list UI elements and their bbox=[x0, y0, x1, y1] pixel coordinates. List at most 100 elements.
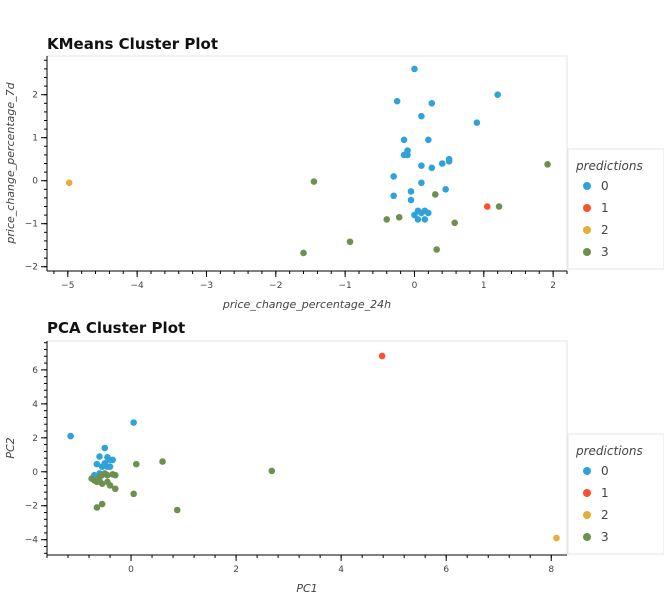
x-tick-label: 6 bbox=[443, 565, 449, 575]
cluster-0-point bbox=[425, 209, 432, 217]
cluster-0-point bbox=[411, 65, 418, 73]
cluster-0-point bbox=[390, 192, 397, 200]
pca-plot-frame bbox=[46, 340, 568, 556]
legend-label-3: 3 bbox=[601, 245, 609, 259]
cluster-3-point bbox=[300, 249, 307, 257]
y-tick-label: −2 bbox=[25, 502, 38, 512]
y-tick-label: −1 bbox=[25, 220, 38, 230]
cluster-0-point bbox=[109, 456, 116, 464]
cluster-0-point bbox=[407, 188, 415, 195]
cluster-3-point bbox=[173, 506, 181, 514]
cluster-2-point bbox=[65, 179, 73, 187]
cluster-3-point bbox=[268, 467, 276, 475]
pca-points bbox=[67, 352, 560, 542]
cluster-0-point bbox=[494, 91, 501, 98]
y-tick-label: −2 bbox=[25, 263, 38, 273]
cluster-0-point bbox=[407, 196, 415, 204]
y-tick-label: 2 bbox=[32, 434, 38, 444]
legend-marker-0 bbox=[583, 467, 591, 475]
cluster-3-point bbox=[159, 458, 166, 465]
cluster-0-point bbox=[101, 444, 109, 452]
cluster-0-point bbox=[428, 100, 436, 107]
legend-label-1: 1 bbox=[601, 201, 609, 215]
pca-legend-items: 0 1 2 3 bbox=[583, 464, 609, 544]
legend-marker-3 bbox=[583, 248, 591, 256]
legend-label-1: 1 bbox=[601, 486, 609, 500]
pca-x-axis-label: PC1 bbox=[296, 582, 317, 595]
x-tick-label: 1 bbox=[481, 281, 487, 291]
cluster-3-point bbox=[132, 460, 140, 468]
pca-y-axis-label: PC2 bbox=[4, 437, 17, 458]
y-tick-label: 0 bbox=[32, 177, 38, 187]
kmeans-panel: KMeans Cluster Plot price_change_percent… bbox=[4, 35, 664, 311]
cluster-3-point bbox=[544, 161, 551, 168]
y-tick-label: 4 bbox=[32, 400, 38, 410]
cluster-0-point bbox=[393, 97, 401, 105]
cluster-0-point bbox=[411, 211, 418, 219]
cluster-3-point bbox=[383, 216, 391, 223]
cluster-3-point bbox=[96, 477, 103, 485]
pca-legend-title: predictions bbox=[575, 444, 643, 458]
legend-marker-0 bbox=[583, 182, 591, 190]
x-tick-label: 0 bbox=[128, 565, 134, 575]
cluster-3-point bbox=[346, 238, 354, 246]
legend-label-0: 0 bbox=[601, 464, 609, 478]
cluster-0-point bbox=[67, 432, 74, 440]
legend-marker-1 bbox=[583, 489, 591, 497]
cluster-1-point bbox=[378, 352, 386, 360]
cluster-0-point bbox=[445, 155, 453, 163]
cluster-3-point bbox=[130, 490, 137, 498]
cluster-3-point bbox=[310, 178, 318, 185]
cluster-3-point bbox=[106, 482, 114, 489]
legend-label-2: 2 bbox=[601, 223, 609, 237]
legend-marker-3 bbox=[583, 533, 591, 541]
legend-marker-1 bbox=[583, 204, 591, 212]
cluster-0-point bbox=[130, 419, 137, 426]
legend-label-0: 0 bbox=[601, 179, 609, 193]
kmeans-x-axis-label: price_change_percentage_24h bbox=[222, 298, 391, 311]
cluster-3-point bbox=[395, 213, 403, 221]
cluster-3-point bbox=[495, 203, 503, 210]
cluster-3-point bbox=[93, 504, 101, 511]
cluster-3-point bbox=[104, 471, 111, 479]
cluster-0-point bbox=[421, 216, 429, 223]
cluster-3-point bbox=[431, 191, 439, 198]
x-tick-label: 8 bbox=[548, 565, 554, 575]
kmeans-plot-frame bbox=[46, 55, 568, 272]
x-tick-label: −5 bbox=[61, 281, 74, 291]
cluster-3-point bbox=[111, 471, 119, 479]
x-tick-label: 0 bbox=[412, 281, 418, 291]
cluster-3-point bbox=[433, 246, 440, 253]
cluster-0-point bbox=[442, 186, 449, 193]
y-tick-label: −4 bbox=[25, 536, 39, 546]
pca-x-axis: 0 2 4 6 8 bbox=[46, 554, 567, 575]
x-tick-label: 2 bbox=[233, 565, 239, 575]
cluster-0-point bbox=[404, 151, 411, 159]
cluster-0-point bbox=[428, 164, 436, 172]
kmeans-legend-items: 0 1 2 3 bbox=[583, 179, 609, 259]
cluster-0-point bbox=[418, 112, 425, 120]
cluster-0-point bbox=[93, 460, 101, 468]
y-tick-label: 1 bbox=[32, 134, 38, 144]
cluster-0-point bbox=[96, 453, 103, 460]
kmeans-legend-title: predictions bbox=[575, 159, 643, 173]
x-tick-label: −1 bbox=[338, 281, 351, 291]
kmeans-y-axis: −2 −1 0 1 2 bbox=[25, 56, 48, 273]
x-tick-label: −2 bbox=[269, 281, 282, 291]
pca-legend: predictions 0 1 2 3 bbox=[567, 433, 664, 555]
pca-y-axis: −4 −2 0 2 4 6 bbox=[25, 341, 48, 555]
x-tick-label: 2 bbox=[550, 281, 556, 291]
x-tick-label: −3 bbox=[200, 281, 213, 291]
cluster-3-point bbox=[111, 485, 119, 493]
cluster-3-point bbox=[451, 219, 458, 227]
cluster-0-point bbox=[390, 173, 397, 180]
cluster-0-point bbox=[418, 179, 425, 187]
kmeans-chart-title: KMeans Cluster Plot bbox=[47, 35, 218, 53]
y-tick-label: 2 bbox=[32, 91, 38, 101]
kmeans-y-axis-label: price_change_percentage_7d bbox=[4, 81, 17, 244]
cluster-0-point bbox=[473, 119, 481, 126]
legend-marker-2 bbox=[583, 226, 591, 234]
cluster-0-point bbox=[400, 136, 408, 144]
